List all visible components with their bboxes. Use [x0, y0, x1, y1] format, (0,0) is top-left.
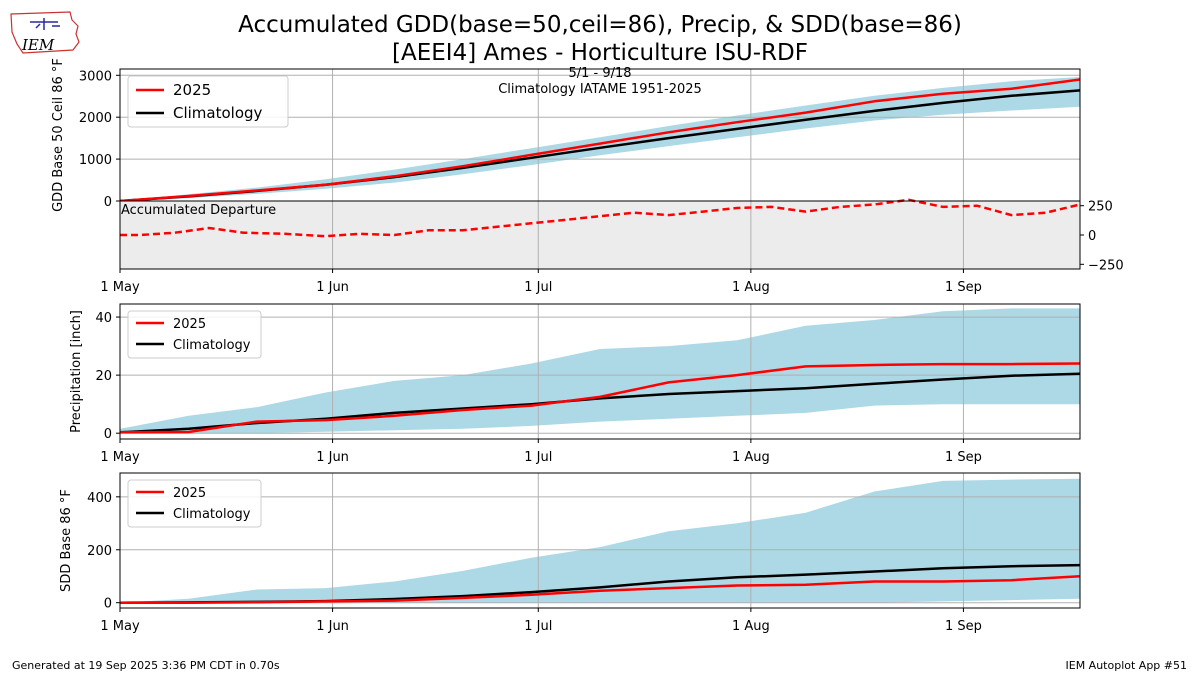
gdd-legend-label: Climatology	[173, 104, 263, 122]
sdd-series-observed	[120, 574, 1081, 604]
sdd-legend-label: Climatology	[173, 507, 251, 522]
gdd-legend	[127, 75, 289, 128]
chart-title-line1: Accumulated GDD(base=50,ceil=86), Precip…	[238, 12, 962, 38]
sdd-ytick-label: 0	[104, 597, 112, 612]
departure-frame	[119, 200, 1081, 270]
precip-climatology-range	[120, 308, 1080, 434]
gdd-series-observed	[119, 78, 1081, 203]
departure-label: Accumulated Departure	[121, 203, 276, 218]
climatology-period-label: Climatology IATAME 1951-2025	[498, 82, 702, 97]
gdd-ytick-label: 3000	[79, 69, 112, 84]
precip-legend-label: 2025	[173, 317, 206, 332]
precip-ytick-label: 0	[104, 427, 112, 442]
sdd-xtick-label: 1 Jun	[316, 619, 349, 634]
precip-legend-label: Climatology	[173, 338, 251, 353]
iem-logo: IEM	[10, 11, 80, 54]
departure-xtick-label: 1 Sep	[945, 280, 982, 295]
sdd-xtick-label: 1 Aug	[732, 619, 770, 634]
departure-ytick-label: 250	[1088, 200, 1113, 215]
gdd-ytick-label: 0	[104, 195, 112, 210]
footer-app: IEM Autoplot App #51	[1066, 659, 1188, 672]
sdd-xtick-label: 1 May	[100, 619, 140, 634]
sdd-xtick-label: 1 Sep	[945, 619, 982, 634]
precip-ytick-label: 40	[95, 311, 112, 326]
sdd-panel: 1 May 1 Jun 1 Jul 1 Aug 1 Sep 0 200 400 SDD Base…	[59, 472, 1081, 634]
departure-plot-area	[120, 201, 1080, 269]
chart-title-line2: [AEEI4] Ames - Horticulture ISU-RDF	[392, 40, 808, 66]
footer-generated: Generated at 19 Sep 2025 3:36 PM CDT in …	[12, 659, 280, 672]
departure-xtick-label: 1 Aug	[732, 280, 770, 295]
weather-station-icon	[30, 18, 60, 30]
sdd-xtick-label: 1 Jul	[524, 619, 552, 634]
date-range-label: 5/1 - 9/18	[568, 66, 631, 81]
sdd-ytick-label: 400	[87, 491, 112, 506]
departure-ytick-label: −250	[1088, 258, 1124, 273]
gdd-ytick-label: 2000	[79, 111, 112, 126]
precip-frame	[119, 303, 1081, 440]
precip-panel: 1 May 1 Jun 1 Jul 1 Aug 1 Sep 0 20 40 Precipitat…	[69, 303, 1081, 465]
precip-xtick-label: 1 Sep	[945, 450, 982, 465]
sdd-ylabel: SDD Base 86 °F	[59, 489, 74, 592]
gdd-panel: 0 1000 2000 3000 GDD Base 50 Ceil 86 °F 2025 C…	[51, 58, 1081, 212]
precip-xtick-label: 1 Aug	[732, 450, 770, 465]
precip-xtick-label: 1 May	[100, 450, 140, 465]
precip-ytick-label: 20	[95, 369, 112, 384]
gdd-legend-label: 2025	[173, 81, 211, 99]
precip-xtick-label: 1 Jul	[524, 450, 552, 465]
departure-xtick-label: 1 Jul	[524, 280, 552, 295]
departure-series	[120, 198, 1081, 238]
gdd-ylabel: GDD Base 50 Ceil 86 °F	[51, 58, 66, 212]
sdd-legend-label: 2025	[173, 486, 206, 501]
sdd-climatology-range	[120, 478, 1080, 603]
departure-panel: 1 May 1 Jun 1 Jul 1 Aug 1 Sep 250 0 −250 Accumul…	[100, 198, 1124, 295]
precip-series-observed	[119, 362, 1081, 434]
precip-ylabel: Precipitation [inch]	[69, 310, 84, 433]
logo-text: IEM	[21, 36, 55, 54]
departure-xtick-label: 1 Jun	[316, 280, 349, 295]
iowa-outline-icon	[10, 11, 80, 54]
gdd-ytick-label: 1000	[79, 153, 112, 168]
precip-xtick-label: 1 Jun	[316, 450, 349, 465]
sdd-ytick-label: 200	[87, 544, 112, 559]
departure-xtick-label: 1 May	[100, 280, 140, 295]
sdd-frame	[119, 472, 1081, 609]
departure-ytick-label: 0	[1088, 229, 1096, 244]
